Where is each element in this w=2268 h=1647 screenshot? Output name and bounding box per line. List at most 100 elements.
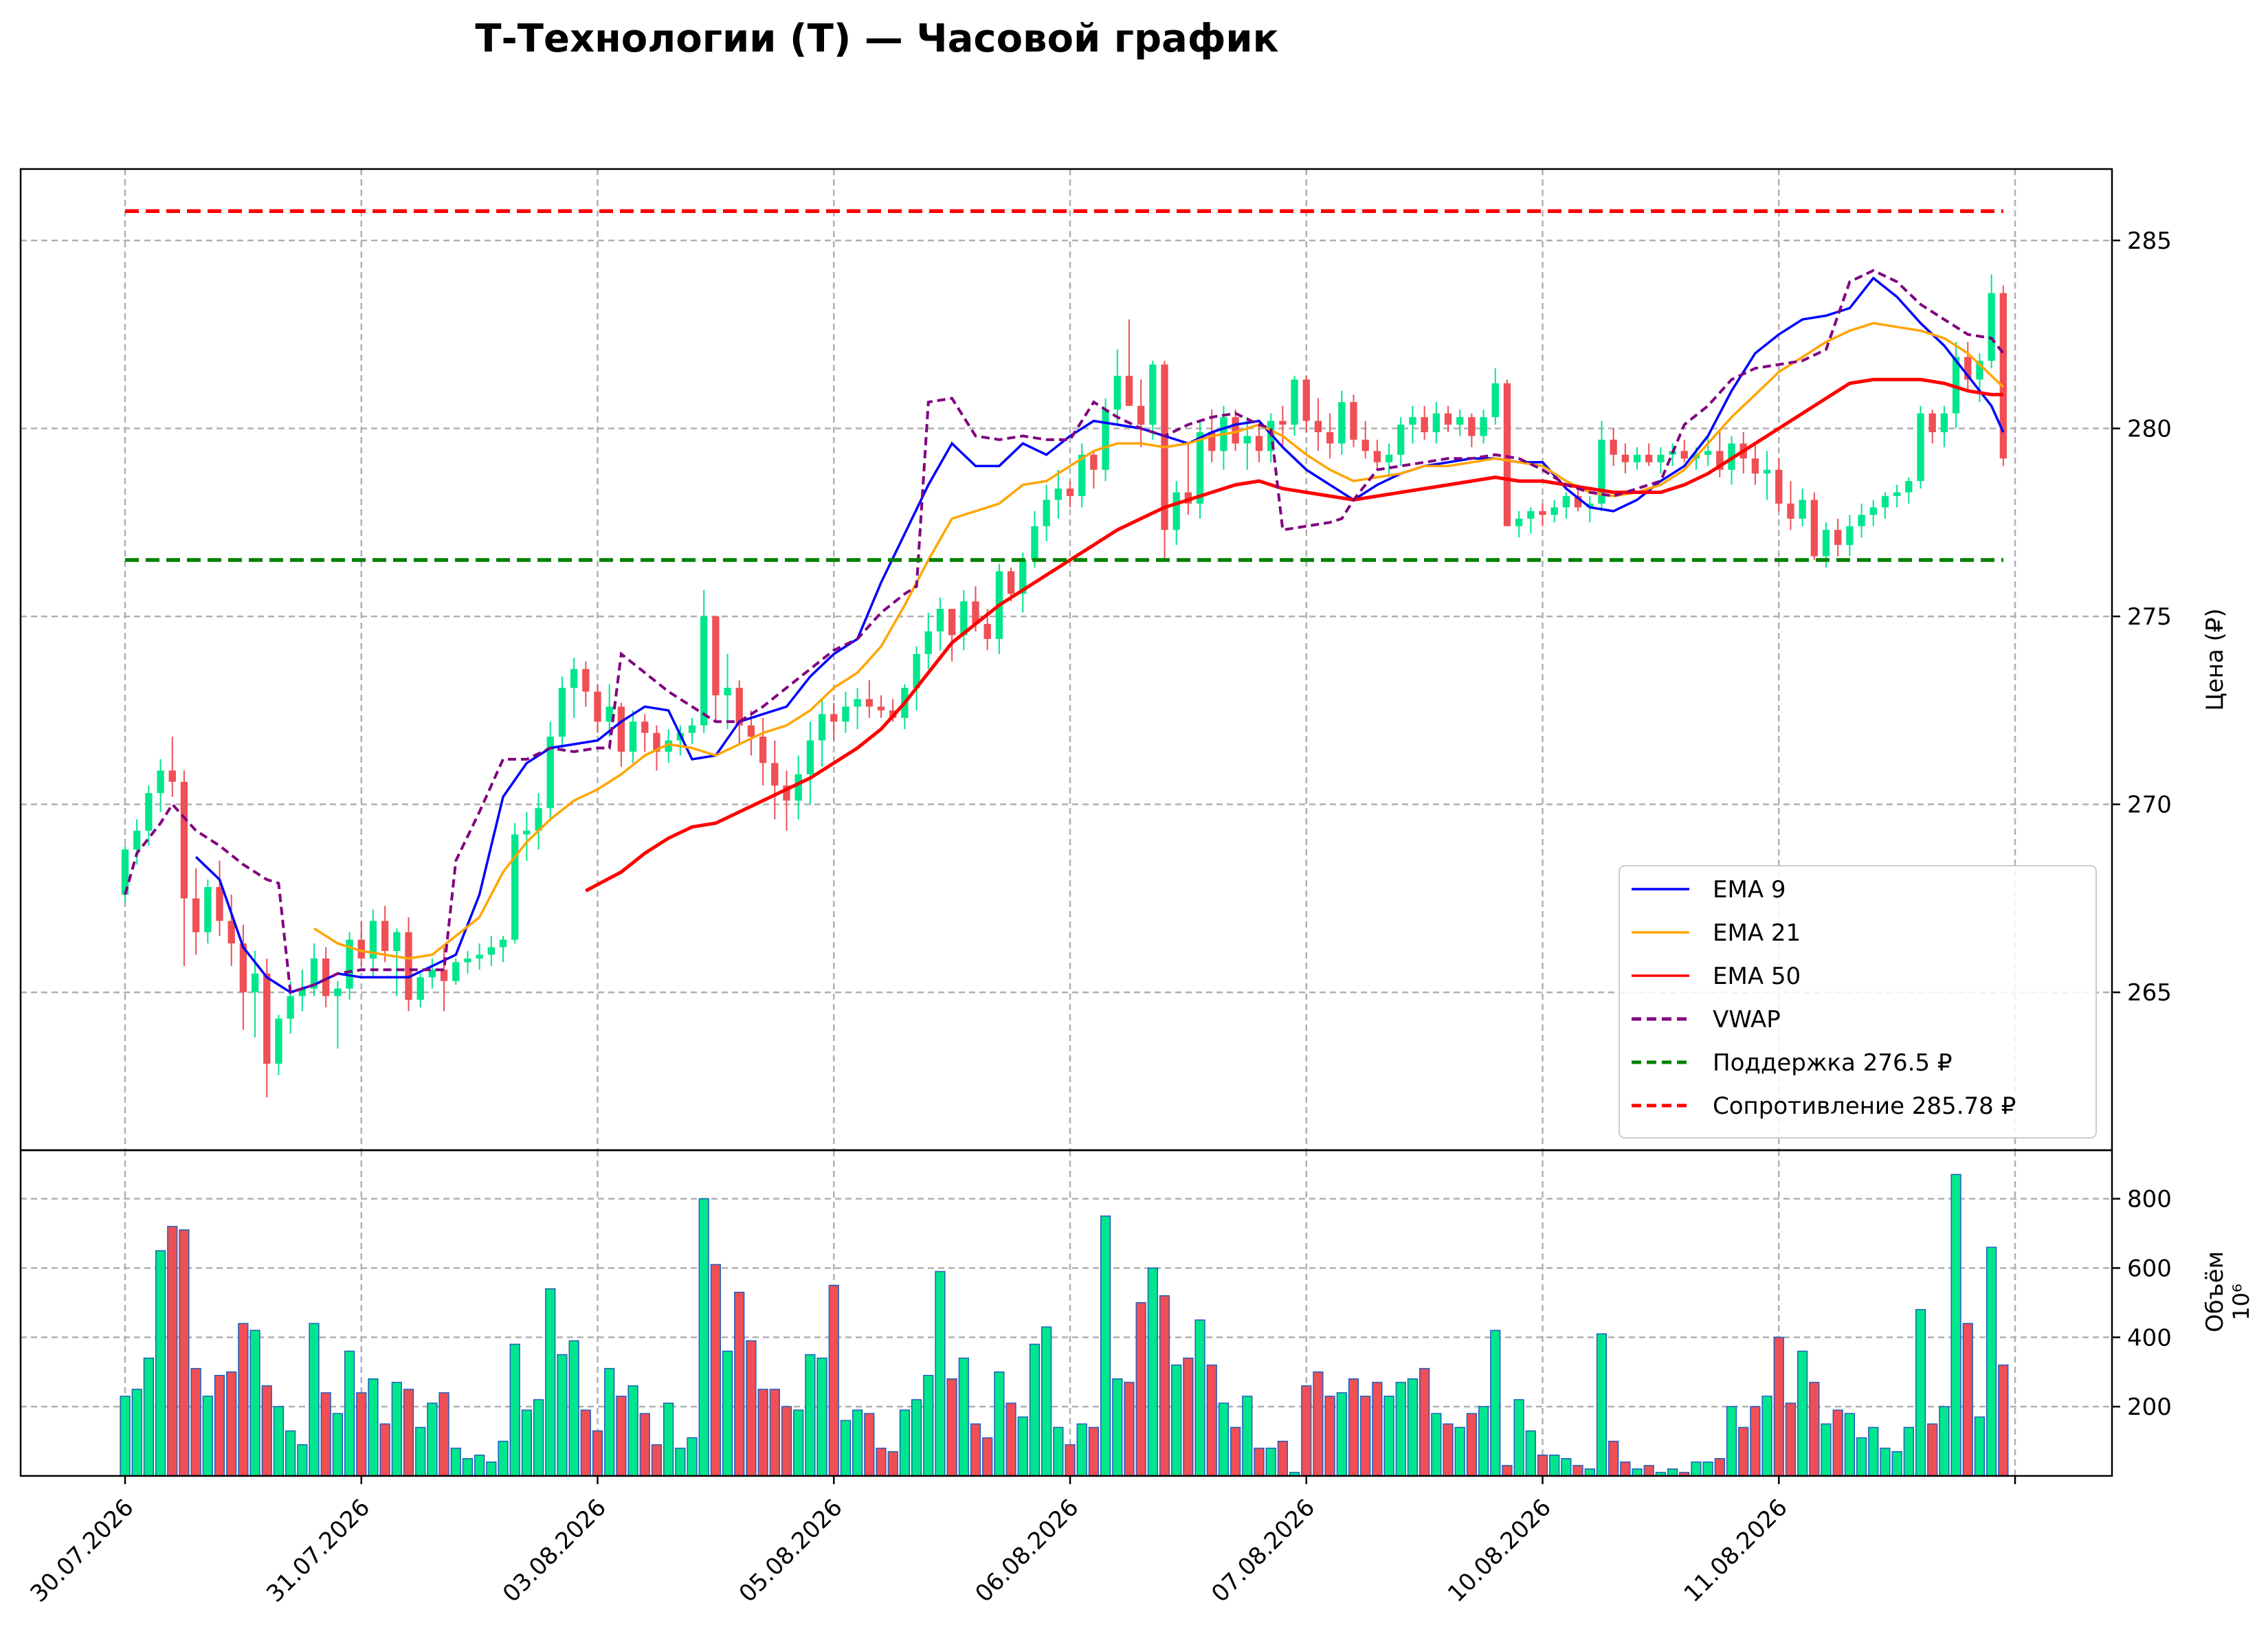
volume-bar [994, 1371, 1005, 1477]
candle-body [1562, 496, 1570, 508]
candle-body [1799, 500, 1806, 519]
volume-bar [450, 1447, 461, 1477]
candle-body [168, 770, 176, 782]
volume-bar [533, 1399, 544, 1477]
candle-body [1243, 436, 1251, 444]
x-tick-label: 03.08.2026 [498, 1494, 612, 1608]
candle-body [1598, 439, 1605, 504]
candle-body [1716, 451, 1724, 470]
volume-bar [1159, 1295, 1170, 1477]
candle-body [1184, 492, 1192, 504]
candle-body [357, 939, 365, 959]
volume-bar [309, 1323, 320, 1477]
candle-body [665, 740, 672, 752]
candle-body [287, 996, 294, 1019]
volume-bar [297, 1444, 308, 1477]
volume-bar [285, 1430, 296, 1477]
volume-bar [1797, 1350, 1808, 1477]
x-axis: 30.07.2026 31.07.2026 03.08.2026 05.08.2026… [25, 1476, 2016, 1608]
volume-bar [1632, 1468, 1643, 1477]
volume-bar [1443, 1423, 1454, 1477]
candle-body [1090, 454, 1098, 470]
volume-bar [899, 1409, 910, 1477]
candle-body [1255, 436, 1263, 451]
candle-body [1503, 383, 1511, 526]
x-tick-label: 31.07.2026 [261, 1494, 375, 1608]
candle-body [1999, 293, 2007, 459]
candle-body [1350, 402, 1357, 440]
candle-body [416, 977, 424, 1000]
volume-bar [131, 1389, 142, 1477]
candle-body [1787, 503, 1794, 519]
volume-bar [190, 1367, 201, 1477]
candle-body [251, 973, 259, 993]
candle-body [1550, 507, 1558, 515]
volume-bars [120, 1174, 2009, 1477]
volume-bar [1513, 1399, 1524, 1477]
candle-body [145, 793, 153, 831]
candle-body [1586, 503, 1594, 508]
x-tick-label: 05.08.2026 [734, 1494, 848, 1608]
volume-bar [1821, 1423, 1832, 1477]
candles [121, 274, 2007, 1098]
price-tick-label: 270 [2127, 792, 2172, 819]
volume-bar [143, 1357, 154, 1477]
candle-body [1515, 518, 1523, 526]
candle-body [133, 830, 141, 850]
volume-bar [1313, 1371, 1324, 1477]
volume-bar [1490, 1330, 1501, 1477]
candle-body [346, 939, 353, 989]
volume-bar [1620, 1461, 1631, 1477]
volume-bar [675, 1447, 686, 1477]
candle-body [759, 737, 767, 763]
x-tick-label: 07.08.2026 [1206, 1494, 1320, 1608]
candle-body [700, 616, 708, 726]
volume-bar [592, 1430, 603, 1477]
volume-bar [1112, 1378, 1123, 1477]
volume-bar [1383, 1396, 1394, 1477]
candle-body [1940, 413, 1948, 432]
volume-bar [982, 1437, 993, 1477]
volume-bar [1254, 1447, 1265, 1477]
candle-body [1149, 364, 1157, 425]
candle-body [983, 624, 991, 639]
candle-body [712, 616, 720, 695]
volume-bar [403, 1389, 414, 1477]
volume-bar [1750, 1406, 1761, 1477]
candle-body [428, 970, 436, 978]
volume-bar [179, 1229, 190, 1477]
candle-body [1610, 439, 1617, 455]
candle-body [1621, 454, 1629, 462]
volume-bar [1478, 1406, 1489, 1477]
candle-body [1893, 492, 1901, 496]
volume-bar [273, 1406, 285, 1477]
candle-body [1952, 357, 1960, 414]
volume-bar [521, 1409, 532, 1477]
legend-entry-label: Поддержка 276.5 ₽ [1713, 1049, 1952, 1077]
candle-body [511, 834, 519, 940]
volume-bar [840, 1420, 852, 1477]
volume-bar [1691, 1461, 1702, 1477]
volume-bar [214, 1375, 225, 1477]
volume-bar [1714, 1458, 1725, 1477]
volume-bar [1891, 1450, 1902, 1477]
volume-tick-label: 600 [2127, 1255, 2172, 1282]
candle-body [1007, 571, 1015, 594]
candle-body [1527, 511, 1535, 519]
volume-bar [226, 1371, 237, 1477]
volume-bar [1360, 1396, 1371, 1477]
candle-body [381, 921, 389, 952]
x-tick-label: 11.08.2026 [1679, 1494, 1793, 1608]
candle-body [854, 699, 861, 707]
candle-body [1539, 511, 1546, 515]
candle-body [1645, 454, 1653, 462]
candle-body [617, 706, 625, 752]
series-line-ema-50 [585, 377, 2003, 893]
candle-body [476, 954, 483, 959]
x-tick-label: 06.08.2026 [970, 1494, 1084, 1608]
volume-bar [1915, 1309, 1926, 1477]
candle-body [594, 691, 601, 722]
volume-bar [238, 1323, 249, 1477]
candle-body [1019, 560, 1027, 594]
volume-bar [1974, 1416, 1986, 1477]
